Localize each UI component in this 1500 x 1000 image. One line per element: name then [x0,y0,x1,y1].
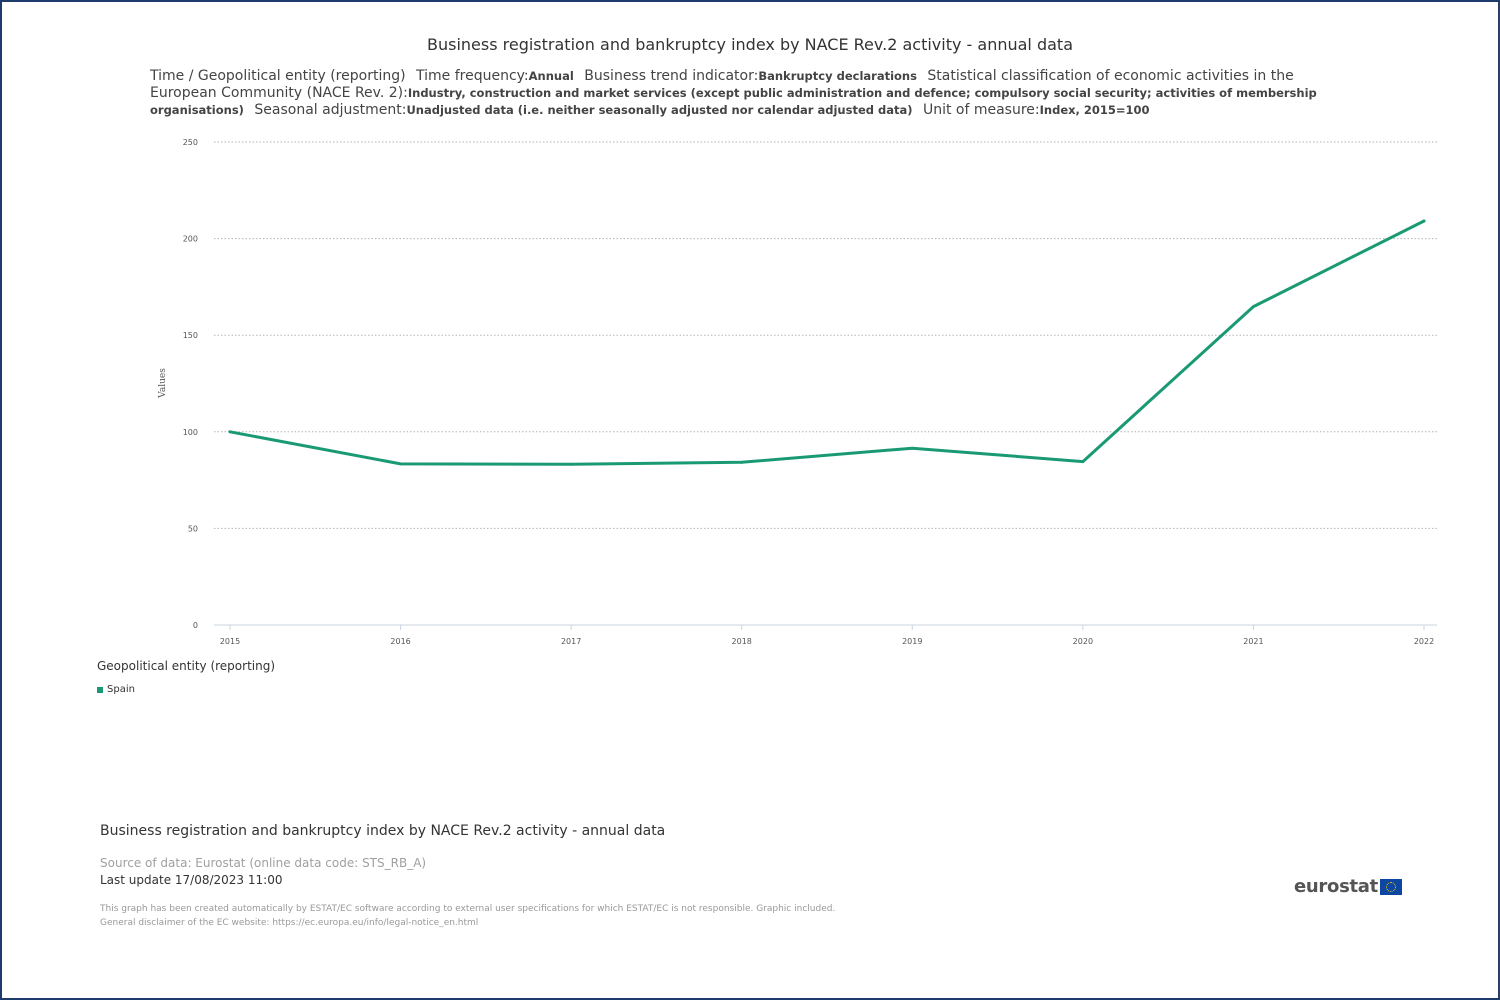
eurostat-logo: eurostat [1294,876,1402,897]
data-source: Source of data: Eurostat (online data co… [100,856,427,870]
x-tick-label-2022: 2022 [1414,637,1434,646]
x-tick-label-2016: 2016 [390,637,410,646]
y-tick-label-0: 0 [193,621,198,630]
y-tick-label-150: 150 [183,331,198,340]
data-point-2020 [1081,460,1085,463]
eu-flag-icon [1379,878,1402,895]
x-tick-label-2020: 2020 [1073,637,1093,646]
data-point-2018 [740,460,744,464]
data-point-2021 [1252,305,1255,309]
legend-title: Geopolitical entity (reporting) [97,659,276,673]
unit-label: Unit of measure: [922,102,1040,118]
legend-item-spain[interactable]: Spain [97,684,135,695]
disclaimer-line-2: General disclaimer of the EC website: ht… [100,918,479,928]
seasonal-label: Seasonal adjustment: [254,102,407,118]
unit-value: Index, 2015=100 [1039,103,1150,117]
x-tick-label-2021: 2021 [1243,637,1263,646]
series-line-spain [228,219,1426,466]
footer-title: Business registration and bankruptcy ind… [100,823,666,839]
y-axis-label: Values [158,368,168,399]
last-update: Last update 17/08/2023 11:00 [100,873,283,887]
data-point-2022 [1422,219,1426,223]
legend-swatch [97,686,103,693]
y-tick-label-250: 250 [183,138,198,147]
dimensions-label: Time / Geopolitical entity (reporting) [150,68,406,84]
frequency-label: Time frequency: [416,68,529,84]
frequency-value: Annual [528,69,574,83]
logo-text: eurostat [1294,876,1378,897]
seasonal-value: Unadjusted data (i.e. neither seasonally… [406,103,913,117]
legend-label: Spain [107,684,135,695]
data-point-2015 [228,430,232,434]
data-point-2019 [910,446,914,450]
nace-label: Statistical classification of economic a… [150,68,1294,101]
indicator-value: Bankruptcy declarations [758,69,917,83]
x-tick-label-2017: 2017 [561,637,581,646]
nace-value: Industry, construction and market servic… [150,86,1317,117]
indicator-label: Business trend indicator: [584,68,759,84]
x-tick-label-2018: 2018 [732,637,752,646]
chart-title: Business registration and bankruptcy ind… [426,35,1073,54]
y-tick-label-200: 200 [183,235,198,244]
y-tick-label-50: 50 [188,524,198,533]
data-point-2017 [569,462,573,466]
x-tick-label-2019: 2019 [902,637,922,646]
disclaimer-line-1: This graph has been created automaticall… [100,904,836,914]
data-point-2016 [399,462,402,466]
chart-subtitle: Time / Geopolitical entity (reporting) T… [150,68,1330,119]
y-tick-label-100: 100 [183,428,198,437]
disclaimer: This graph has been created automaticall… [100,902,835,930]
x-tick-label-2015: 2015 [220,637,240,646]
